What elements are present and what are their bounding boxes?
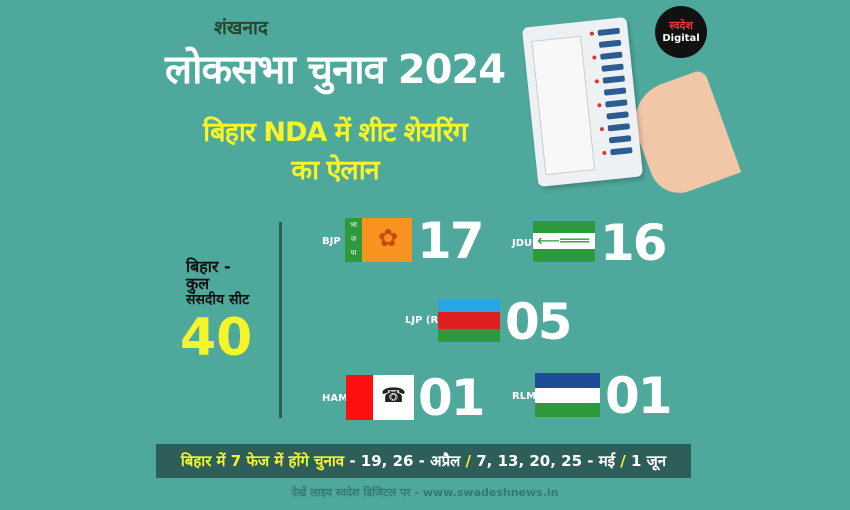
kicker: शंखनाद	[214, 17, 269, 39]
schedule-bar: बिहार में 7 फेज में होंगे चुनाव - 19, 26…	[156, 444, 691, 478]
swadesh-digital-logo: स्वदेश Digital	[655, 6, 707, 58]
seats-rlm: 01	[605, 367, 673, 425]
total-label-2: कुल	[186, 274, 210, 293]
party-label-ljp: LJP (R)	[405, 315, 443, 326]
schedule-june: 1 जून	[625, 452, 667, 470]
bjp-flag: भा ज पा ✿	[345, 218, 412, 262]
flag-text: पा	[350, 249, 357, 257]
party-label-jdu: JDU	[512, 238, 533, 249]
jdu-flag: ⟵═══	[533, 221, 595, 262]
schedule-may: 7, 13, 20, 25 - मई	[471, 452, 621, 470]
evm-machine-illustration	[521, 16, 644, 188]
separator: /	[620, 452, 626, 470]
ljp-flag	[438, 300, 500, 342]
ham-flag: ☎	[346, 375, 414, 420]
party-label-ham: HAM	[322, 393, 349, 404]
total-label-3: संसदीय सीट	[186, 292, 250, 308]
total-seats: 40	[180, 308, 253, 368]
subtitle: बिहार NDA में शीट शेयरिंग	[203, 117, 468, 148]
divider	[279, 222, 282, 418]
telephone-icon: ☎	[381, 383, 406, 407]
total-label-1: बिहार -	[186, 257, 231, 276]
flag-text: ज	[350, 235, 357, 243]
flag-text: भा	[350, 221, 357, 229]
hand-illustration	[623, 68, 742, 202]
party-label-bjp: BJP	[322, 236, 341, 247]
seats-jdu: 16	[600, 214, 668, 272]
page-title: लोकसभा चुनाव 2024	[165, 47, 506, 93]
lotus-icon: ✿	[378, 224, 399, 252]
footer-text: देखें लाइव स्वदेश डिजिटल पर - www.swades…	[291, 486, 559, 499]
schedule-april: - 19, 26 - अप्रैल	[344, 452, 466, 470]
schedule-highlight: बिहार में 7 फेज में होंगे चुनाव	[180, 452, 345, 470]
rlm-flag	[535, 373, 600, 417]
subtitle-line2: का ऐलान	[291, 155, 379, 186]
party-label-rlm: RLM	[512, 391, 537, 402]
seats-bjp: 17	[417, 212, 485, 270]
seats-ham: 01	[418, 369, 486, 427]
arrow-icon: ⟵═══	[537, 231, 589, 250]
seats-ljp: 05	[505, 293, 573, 351]
separator: /	[465, 452, 471, 470]
